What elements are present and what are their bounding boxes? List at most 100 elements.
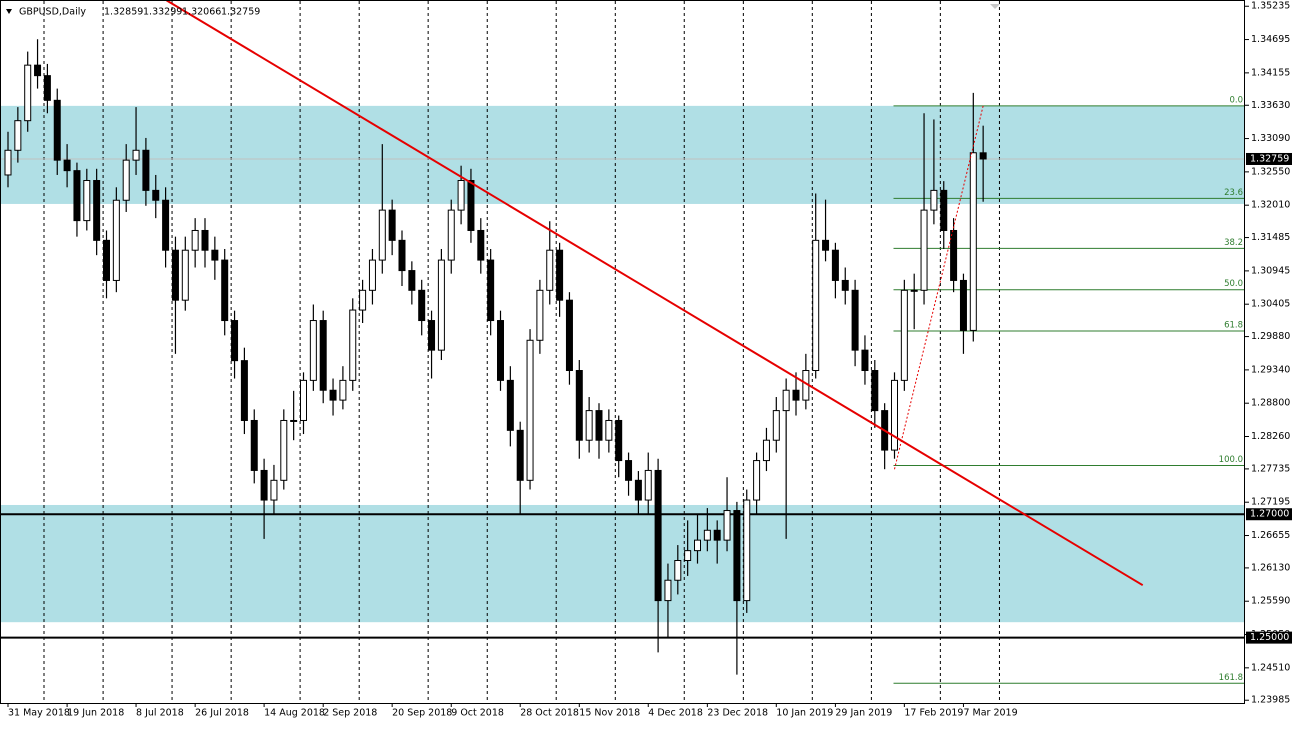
candle-body: [250, 419, 258, 471]
y-tick-label: 1.28800: [1251, 398, 1290, 409]
x-tick-label: 14 Aug 2018: [264, 708, 325, 719]
x-tick-label: 19 Jun 2018: [67, 708, 124, 719]
candle-body: [280, 419, 288, 481]
candle-body: [575, 370, 583, 441]
candle-body: [388, 209, 396, 241]
candle-body: [625, 460, 633, 481]
candle-body: [615, 419, 623, 462]
candle-body: [398, 239, 406, 272]
level-price-label: 1.27000: [1250, 509, 1289, 520]
candle-body: [713, 529, 721, 541]
candle-body: [910, 289, 918, 292]
zone: [0, 504, 1245, 623]
x-tick-label: 23 Dec 2018: [707, 708, 768, 719]
candle-body: [634, 479, 642, 501]
level-price-label: 1.25000: [1250, 632, 1289, 643]
y-tick-label: 1.29880: [1251, 331, 1290, 342]
x-tick-label: 31 May 2018: [8, 708, 70, 719]
x-tick-label: 10 Jan 2019: [776, 708, 833, 719]
candle-body: [14, 120, 22, 151]
candle-body: [506, 379, 514, 431]
x-tick-label: 29 Jan 2019: [835, 708, 892, 719]
candle-body: [891, 379, 898, 451]
candle-body: [861, 349, 869, 372]
candle-body: [900, 289, 908, 381]
zone: [0, 105, 1245, 204]
fib-label: 0.0: [1229, 95, 1243, 105]
candle-body: [240, 360, 248, 421]
fib-label: 23.6: [1224, 188, 1243, 198]
y-tick-label: 1.23985: [1251, 695, 1290, 706]
candle-body: [782, 389, 790, 412]
candle-body: [290, 419, 298, 422]
trendline: [166, 0, 1144, 587]
candle-body: [546, 249, 554, 291]
candle-body: [368, 259, 376, 291]
candle-body: [959, 279, 967, 331]
fib-label: 50.0: [1224, 279, 1243, 289]
candle-body: [408, 270, 416, 291]
candle-body: [378, 209, 386, 261]
candle-body: [171, 249, 179, 301]
candle-body: [644, 469, 652, 501]
y-tick-label: 1.26655: [1251, 530, 1290, 541]
candle-body: [792, 389, 800, 401]
candle-body: [743, 499, 751, 602]
candle-body: [851, 289, 859, 351]
candle-body: [359, 289, 367, 311]
candle-body: [162, 199, 170, 251]
candle-body: [871, 370, 879, 412]
y-tick-label: 1.27195: [1251, 497, 1290, 508]
candle-body: [487, 259, 495, 322]
candle-body: [103, 239, 110, 281]
candle-body: [221, 259, 229, 322]
candle-body: [605, 419, 613, 441]
x-tick-label: 9 Oct 2018: [451, 708, 504, 719]
candle-body: [43, 75, 51, 101]
shift-marker: [990, 4, 1000, 9]
y-tick-label: 1.33090: [1251, 133, 1290, 144]
y-tick-label: 1.34695: [1251, 34, 1290, 45]
fib-label: 100.0: [1219, 455, 1243, 465]
y-tick-label: 1.24510: [1251, 662, 1290, 673]
fibonacci: 0.0 23.6 38.2 50.0 61.8 100.0 161.8: [893, 95, 1245, 684]
candle-body: [516, 429, 524, 481]
y-tick-label: 1.25590: [1251, 596, 1290, 607]
candle-body: [73, 170, 81, 222]
current-price-box: [1246, 152, 1292, 165]
candle-body: [437, 259, 445, 351]
candle-body: [762, 439, 770, 462]
x-tick-label: 2 Sep 2018: [323, 708, 377, 719]
candle-body: [920, 209, 928, 291]
candle-body: [142, 149, 150, 191]
candle-body: [24, 64, 32, 122]
symbol-label: GBPUSD,Daily: [19, 7, 86, 18]
candle-body: [201, 229, 209, 251]
y-tick-label: 1.33630: [1251, 100, 1290, 111]
candle-body: [595, 410, 603, 441]
candle-body: [93, 180, 101, 241]
open-value: 1.32859: [104, 7, 143, 18]
y-tick-label: 1.28260: [1251, 431, 1290, 442]
candle-body: [753, 460, 761, 501]
close-value: 1.32759: [221, 7, 260, 18]
candle-body: [950, 229, 958, 281]
candle-body: [812, 239, 820, 372]
candle-body: [211, 249, 219, 261]
candle-body: [674, 560, 682, 581]
candle-body: [979, 152, 987, 160]
candle-body: [309, 320, 317, 381]
candle-body: [536, 289, 544, 341]
candle-body: [53, 99, 61, 161]
candle-body: [585, 410, 593, 441]
candle-body: [34, 64, 42, 77]
y-tick-label: 1.30405: [1251, 299, 1290, 310]
x-tick-label: 26 Jul 2018: [195, 708, 249, 719]
candle-body: [497, 320, 504, 381]
y-tick-label: 1.35235: [1251, 1, 1290, 12]
candle-body: [831, 249, 839, 281]
menu-triangle[interactable]: [6, 9, 12, 14]
candle-body: [556, 249, 564, 301]
level-price-box: [1246, 631, 1292, 644]
